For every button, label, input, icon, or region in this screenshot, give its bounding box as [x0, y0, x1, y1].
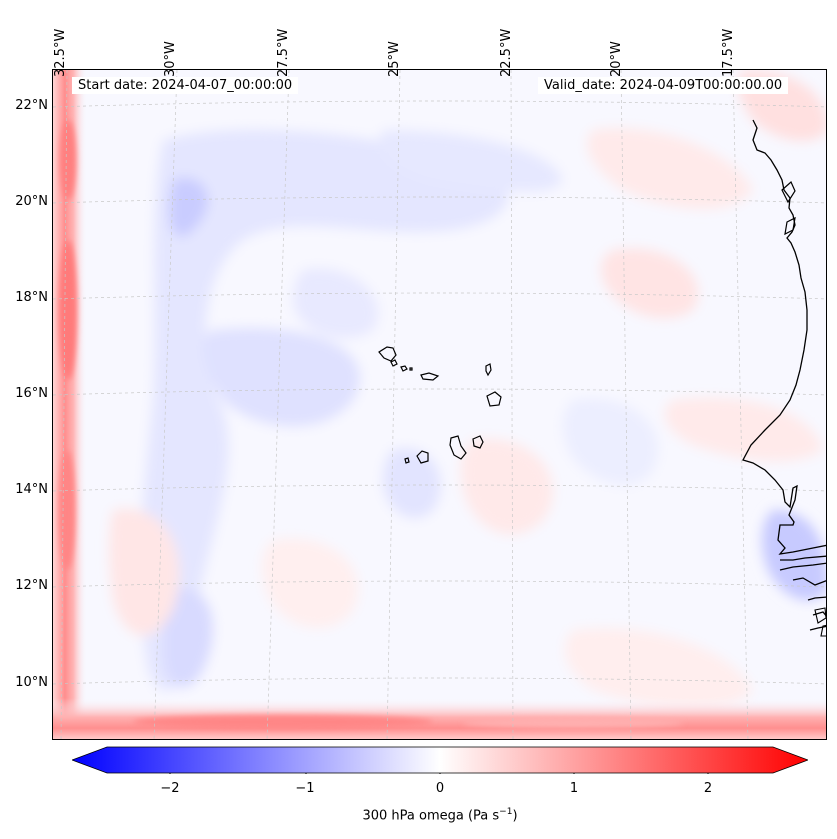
valid-date-label: Valid_date: 2024-04-09T00:00:00.00: [538, 77, 789, 94]
colorbar-tick-minus-2: −2: [160, 781, 180, 796]
map-panel: [52, 69, 827, 740]
colorbar-label-main: 300 hPa omega (Pa s: [362, 808, 500, 824]
lat-label-22n: 22°N: [15, 98, 48, 113]
african-coastline: [742, 119, 826, 631]
lon-label-27-5w: 27.5°W: [276, 28, 291, 77]
graticule: [53, 70, 826, 739]
cape-verde-islands: [378, 346, 502, 464]
lat-label-20n: 20°N: [15, 194, 48, 209]
lat-label-18n: 18°N: [15, 290, 48, 305]
omega-shading: [109, 70, 826, 709]
lon-label-22-5w: 22.5°W: [499, 28, 514, 77]
omega-field-map: [53, 70, 826, 739]
lat-label-12n: 12°N: [15, 578, 48, 593]
colorbar: [72, 746, 808, 774]
lon-label-17-5w: 17.5°W: [721, 28, 736, 77]
colorbar-label: 300 hPa omega (Pa s−1): [0, 807, 837, 823]
colorbar-tick-2: 2: [703, 781, 713, 796]
lon-label-25w: 25°W: [387, 41, 402, 77]
colorbar-label-end: ): [512, 808, 518, 824]
lat-label-10n: 10°N: [15, 675, 48, 690]
lon-label-32-5w: 32.5°W: [53, 28, 68, 77]
lat-label-14n: 14°N: [15, 482, 48, 497]
lat-label-16n: 16°N: [15, 386, 48, 401]
lon-label-20w: 20°W: [609, 41, 624, 77]
colorbar-tick-0: 0: [435, 781, 445, 796]
colorbar-tick-1: 1: [569, 781, 579, 796]
colorbar-label-exponent: −1: [499, 807, 513, 817]
start-date-label: Start date: 2024-04-07_00:00:00: [72, 77, 299, 94]
lon-label-30w: 30°W: [163, 41, 178, 77]
colorbar-tick-minus-1: −1: [295, 781, 315, 796]
